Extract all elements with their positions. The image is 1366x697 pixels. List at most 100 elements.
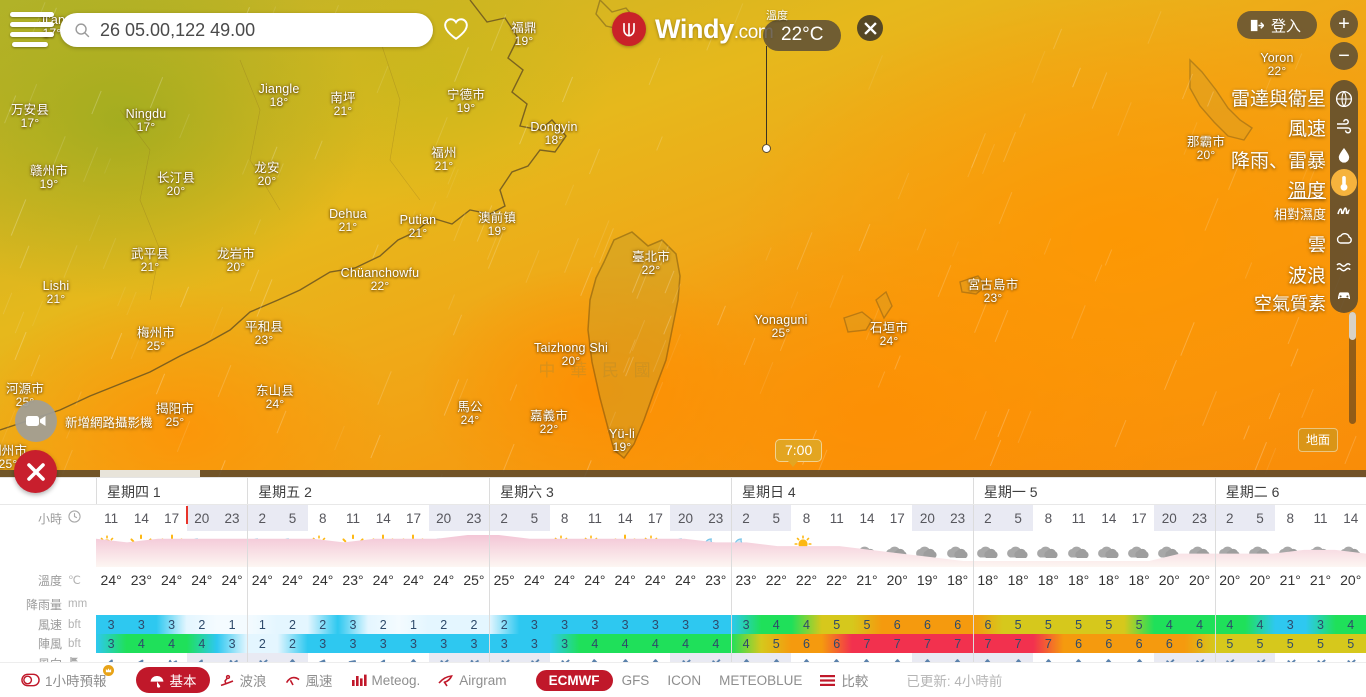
altitude-scrollbar[interactable] [1349,312,1356,424]
hamburger-bar [10,32,54,37]
layer-icon-air-quality-car[interactable] [1331,281,1357,308]
layer-icon-waves[interactable] [1331,253,1357,280]
wind-speed-cell: 4 [791,615,821,634]
fog-icon [519,534,549,564]
layer-menu-item-rain-drop[interactable]: 降雨、雷暴 [1231,146,1326,173]
wind-label-text: 風速 [38,616,62,633]
footer-tab-bars[interactable]: Meteog. [342,673,430,688]
footer-tab-plane[interactable]: Airgram [429,673,515,688]
cloud-icon [1275,534,1305,564]
footer-tab-group[interactable]: 基本 波浪 風速 Meteog. Airgram [136,667,516,693]
sun-icon [610,534,640,564]
weather-icon-cell [217,531,247,567]
map-label-temp: 22° [530,423,568,436]
wind-gust-cell: 6 [791,634,821,653]
map-label-name: 平和县 [245,320,283,334]
wind-gust-cell: 3 [459,634,489,653]
map-label-name: 长汀县 [157,171,195,185]
surface-level-button[interactable]: 地面 [1298,428,1338,452]
day-header[interactable]: 星期六 3 [489,478,731,504]
weather-map[interactable]: 中 華 民 國 Ji'an17°万安县17°Ningdu17°Jiangle18… [0,0,1366,480]
map-label-name: 万安县 [11,103,49,117]
map-label: 馬公 24° [457,401,482,427]
day-header[interactable]: 星期日 4 [731,478,973,504]
timeline-progress-fill [100,470,200,477]
zoom-out-button[interactable]: − [1330,42,1358,70]
favorites-button[interactable] [443,17,469,46]
heart-icon [443,17,469,41]
precipitation-cell [308,593,338,615]
search-input[interactable] [100,20,419,41]
hourly-forecast-toggle[interactable]: 1小時預報 [12,670,116,690]
layer-menu-item-thermometer[interactable]: 溫度 [1288,176,1326,203]
zoom-in-button[interactable]: + [1330,10,1358,38]
map-label-temp: 23° [968,292,1019,305]
footer-tab-umbrella[interactable]: 基本 [136,667,210,693]
precipitation-cell [610,593,640,615]
cloud-icon [973,534,1003,564]
model-ecmwf[interactable]: ECMWF [536,670,613,691]
search-bar[interactable] [60,13,433,47]
compare-button[interactable]: 比較 [811,670,877,690]
day-header[interactable]: 星期一 5 [973,478,1215,504]
temperature-row-label: 溫度 ℃ [0,567,96,593]
layer-icon-globe-radar[interactable] [1331,85,1357,112]
wind-gust-cell: 3 [429,634,459,653]
wind-gust-cell: 3 [217,634,247,653]
layer-icon-strip[interactable] [1330,80,1358,313]
hour-cell: 11 [1064,505,1094,531]
map-label-temp: 22° [632,264,670,277]
hamburger-bar [12,42,48,47]
login-button[interactable]: 登入 [1237,11,1317,39]
footer-tab-kite[interactable]: 風速 [276,670,342,690]
wind-speed-cell: 3 [338,615,368,634]
timeline-progress-bar[interactable] [0,470,1366,477]
wind-speed-cell: 3 [96,615,126,634]
layer-icon-thermometer[interactable] [1331,169,1357,196]
layer-icon-wind[interactable] [1331,113,1357,140]
layer-icon-cloud[interactable] [1331,225,1357,252]
layer-menu-item-humidity[interactable]: 相對濕度 [1274,204,1326,223]
layer-icon-rain-drop[interactable] [1331,141,1357,168]
hour-row[interactable]: 小時 11 14 17 20 23 2 5 8 11 14 17 20 23 2 5 8 11 14 17 20 23 2… [0,505,1366,531]
day-header[interactable]: 星期二 6 [1215,478,1366,504]
temperature-cell: 20° [1336,567,1366,593]
close-readout-button[interactable] [857,15,883,41]
pointer-location-dot [762,144,771,153]
day-header[interactable]: 星期五 2 [247,478,489,504]
windy-logo[interactable]: Windy.com [612,12,773,46]
overlay-value: 22°C [763,20,841,51]
model-selector-group[interactable]: ECMWF GFS ICON METEOBLUE [536,670,812,691]
wind-speed-cell: 3 [701,615,731,634]
layer-menu-item-waves[interactable]: 波浪 [1288,261,1326,288]
map-label: 龙安 20° [254,162,279,188]
precipitation-cell [882,593,912,615]
wind-gust-cell: 6 [1094,634,1124,653]
wind-speed-row: 風速 bft 333211223212223333333344556666555… [0,615,1366,634]
weather-icon-cell [1003,531,1033,567]
hour-cell: 20 [429,505,459,531]
thermometer-icon [1335,174,1353,192]
toggle-icon [21,673,40,687]
temperature-cell: 23° [338,567,368,593]
add-webcam-button[interactable]: 新增網路攝影機 [15,400,153,442]
footer-tab-surfer[interactable]: 波浪 [210,670,276,690]
footer-tab-label: 波浪 [240,670,267,690]
model-meteoblue[interactable]: METEOBLUE [710,673,811,688]
layer-menu-item-globe-radar[interactable]: 雷達與衛星 [1231,84,1326,111]
layer-icon-humidity[interactable] [1331,197,1357,224]
wind-gust-cell: 4 [640,634,670,653]
model-icon[interactable]: ICON [658,673,710,688]
layer-menu-item-cloud[interactable]: 雲 [1308,231,1326,257]
model-label: GFS [622,673,650,688]
weather-icon-cell [701,531,731,567]
model-gfs[interactable]: GFS [613,673,659,688]
menu-button[interactable] [10,12,54,48]
layer-menu-item-air-quality-car[interactable]: 空氣質素 [1254,290,1326,316]
precipitation-cell [217,593,247,615]
wind-gust-cell: 6 [1184,634,1214,653]
layer-menu-item-wind[interactable]: 風速 [1288,114,1326,141]
day-header[interactable]: 星期四 1 [96,478,247,504]
close-panel-button[interactable] [14,450,57,493]
sun-cloud-icon [550,534,580,564]
